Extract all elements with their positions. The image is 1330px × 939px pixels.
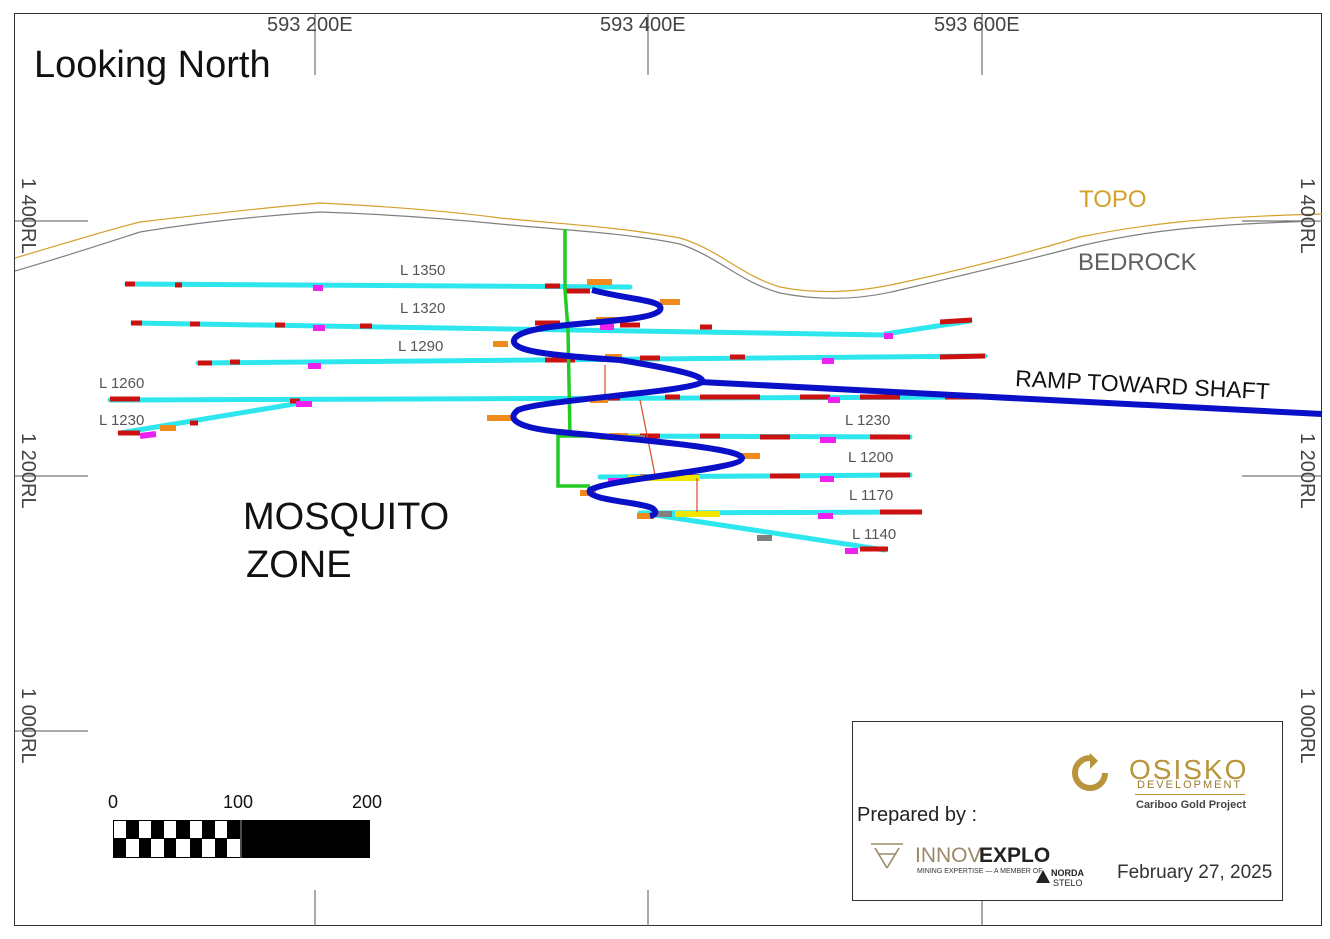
- zone-label-line2: ZONE: [246, 544, 352, 586]
- scale-label-100: 100: [223, 792, 254, 812]
- level-label: L 1170: [849, 487, 894, 504]
- bedrock-line: [14, 211, 1323, 299]
- innovexplo-logo-icon: [871, 843, 903, 869]
- level-label: L 1320: [400, 300, 446, 317]
- ramp: [510, 287, 1323, 519]
- scale-label-0: 0: [108, 792, 119, 812]
- norda-word: NORDA: [1051, 868, 1084, 878]
- rl-1400-right: 1 400RL: [1296, 178, 1318, 254]
- level-label: L 1350: [400, 262, 446, 279]
- credits-box: OSISKO DEVELOPMENT Cariboo Gold Project …: [852, 721, 1283, 901]
- scale-bar: [113, 820, 370, 858]
- innovexplo-tagline: MINING EXPERTISE — A MEMBER OF: [917, 868, 1043, 875]
- innovexplo-word-b: EXPLO: [979, 844, 1051, 867]
- innovexplo-word-a: INNOV: [915, 844, 982, 867]
- scale-label-200: 200: [352, 792, 383, 812]
- drift-l1320: [130, 320, 888, 338]
- rl-1200-right: 1 200RL: [1296, 433, 1318, 509]
- topo-label: TOPO: [1079, 186, 1147, 213]
- easting-label-2: 593 400E: [600, 14, 686, 36]
- topo-line: [14, 202, 1323, 293]
- bedrock-label: BEDROCK: [1078, 249, 1197, 276]
- level-label: L 1260: [99, 375, 145, 392]
- level-label: L 1140: [852, 526, 897, 543]
- project-name: Cariboo Gold Project: [1136, 799, 1247, 811]
- drift-l1260: [107, 394, 993, 403]
- rl-1000-right: 1 000RL: [1296, 688, 1318, 764]
- level-label: L 1230: [845, 412, 891, 429]
- view-title: Looking North: [34, 44, 271, 86]
- zone-label-line1: MOSQUITO: [243, 496, 450, 538]
- level-label: L 1230: [99, 412, 145, 429]
- easting-label-3: 593 600E: [934, 14, 1020, 36]
- drift-l1140: [652, 512, 888, 553]
- easting-label-1: 593 200E: [267, 14, 353, 36]
- map-frame: [14, 13, 1322, 926]
- osisko-divider: [1135, 794, 1245, 795]
- rl-1000-left: 1 000RL: [17, 688, 39, 764]
- rl-1400-left: 1 400RL: [17, 178, 39, 254]
- drillhole-2: [639, 399, 656, 476]
- osisko-name: OSISKO: [1129, 754, 1249, 785]
- level-label: L 1200: [848, 449, 894, 466]
- norda-logo-icon: [1036, 870, 1050, 883]
- drift-l1230-west: [117, 400, 303, 436]
- level-label: L 1290: [398, 338, 444, 355]
- date-label: February 27, 2025: [1117, 862, 1273, 883]
- prepared-by-label: Prepared by :: [857, 804, 978, 826]
- osisko-logo-icon: [1072, 753, 1108, 791]
- stelo-word: STELO: [1053, 878, 1083, 888]
- rl-1200-left: 1 200RL: [17, 433, 39, 509]
- osisko-sub: DEVELOPMENT: [1137, 779, 1243, 791]
